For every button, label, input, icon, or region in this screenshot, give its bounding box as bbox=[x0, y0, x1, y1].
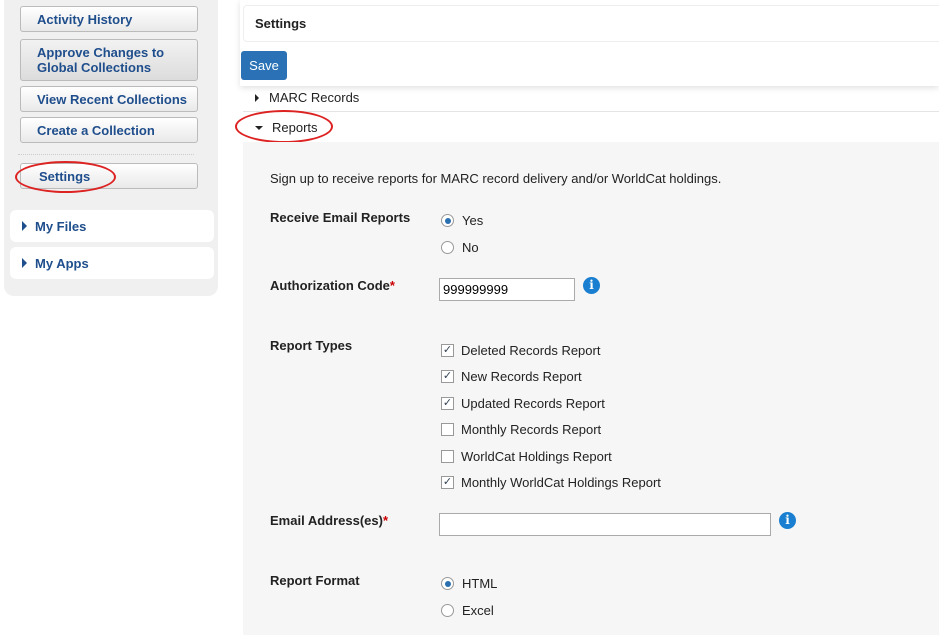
caret-right-icon bbox=[22, 221, 27, 231]
caret-right-icon bbox=[22, 258, 27, 268]
section-marc-records[interactable]: MARC Records bbox=[243, 84, 939, 112]
my-files-label: My Files bbox=[35, 218, 87, 234]
checkbox[interactable]: ✓ bbox=[441, 344, 454, 357]
report-format-label: Report Format bbox=[270, 573, 360, 588]
radio-no[interactable]: No bbox=[441, 240, 479, 255]
authorization-code-input[interactable] bbox=[439, 278, 575, 301]
radio-yes[interactable]: Yes bbox=[441, 213, 483, 228]
email-address-input[interactable] bbox=[439, 513, 771, 536]
report-type-checkbox-row[interactable]: ✓ New Records Report bbox=[441, 369, 582, 384]
info-icon[interactable]: i bbox=[779, 512, 796, 529]
my-apps-accordion[interactable]: My Apps bbox=[10, 247, 214, 279]
my-files-accordion[interactable]: My Files bbox=[10, 210, 214, 242]
checkbox-label: WorldCat Holdings Report bbox=[461, 448, 612, 464]
section-reports[interactable]: Reports bbox=[243, 113, 939, 142]
radio-button[interactable] bbox=[441, 214, 454, 227]
section-label: MARC Records bbox=[269, 90, 360, 105]
checkbox[interactable] bbox=[441, 423, 454, 437]
view-recent-collections-button[interactable]: View Recent Collections bbox=[20, 86, 198, 112]
caret-right-icon bbox=[255, 93, 259, 102]
option-label: Yes bbox=[462, 213, 484, 228]
activity-history-button[interactable]: Activity History bbox=[20, 6, 198, 32]
radio-excel[interactable]: Excel bbox=[441, 603, 494, 618]
create-collection-button[interactable]: Create a Collection bbox=[20, 117, 198, 143]
report-type-checkbox-row[interactable]: WorldCat Holdings Report bbox=[441, 449, 612, 464]
checkbox[interactable]: ✓ bbox=[441, 476, 454, 489]
report-type-checkbox-row[interactable]: ✓ Deleted Records Report bbox=[441, 343, 600, 358]
my-apps-label: My Apps bbox=[35, 255, 89, 271]
option-label: HTML bbox=[462, 576, 498, 591]
page-title: Settings bbox=[243, 5, 939, 42]
radio-button[interactable] bbox=[441, 604, 454, 617]
approve-changes-button[interactable]: Approve Changes to Global Collections bbox=[20, 39, 198, 81]
option-label: Excel bbox=[462, 603, 494, 618]
radio-html[interactable]: HTML bbox=[441, 576, 497, 591]
caret-down-icon bbox=[255, 125, 263, 130]
option-label: No bbox=[462, 240, 479, 255]
receive-email-label: Receive Email Reports bbox=[270, 210, 411, 225]
report-type-checkbox-row[interactable]: Monthly Records Report bbox=[441, 422, 601, 437]
checkbox-label: Monthly Records Report bbox=[461, 422, 602, 438]
report-type-checkbox-row[interactable]: ✓ Updated Records Report bbox=[441, 396, 605, 411]
report-type-checkbox-row[interactable]: ✓ Monthly WorldCat Holdings Report bbox=[441, 475, 661, 490]
authorization-code-label: Authorization Code* bbox=[270, 278, 395, 293]
radio-button[interactable] bbox=[441, 241, 454, 254]
section-label: Reports bbox=[272, 120, 318, 135]
checkbox[interactable] bbox=[441, 449, 454, 463]
settings-button[interactable]: Settings bbox=[20, 163, 198, 189]
checkbox-label: Monthly WorldCat Holdings Report bbox=[461, 475, 661, 490]
checkbox[interactable]: ✓ bbox=[441, 370, 454, 384]
sidebar-divider bbox=[18, 154, 194, 155]
info-icon[interactable]: i bbox=[583, 277, 600, 294]
checkbox-label: New Records Report bbox=[461, 369, 582, 385]
checkbox-label: Deleted Records Report bbox=[461, 343, 601, 358]
settings-panel bbox=[240, 0, 939, 86]
checkbox-label: Updated Records Report bbox=[461, 395, 605, 411]
email-address-label: Email Address(es)* bbox=[270, 513, 389, 528]
save-button[interactable]: Save bbox=[241, 51, 287, 80]
checkbox[interactable]: ✓ bbox=[441, 396, 454, 410]
radio-button[interactable] bbox=[441, 577, 454, 590]
intro-text: Sign up to receive reports for MARC reco… bbox=[270, 171, 722, 186]
reports-form bbox=[243, 142, 939, 635]
report-types-label: Report Types bbox=[270, 338, 353, 353]
